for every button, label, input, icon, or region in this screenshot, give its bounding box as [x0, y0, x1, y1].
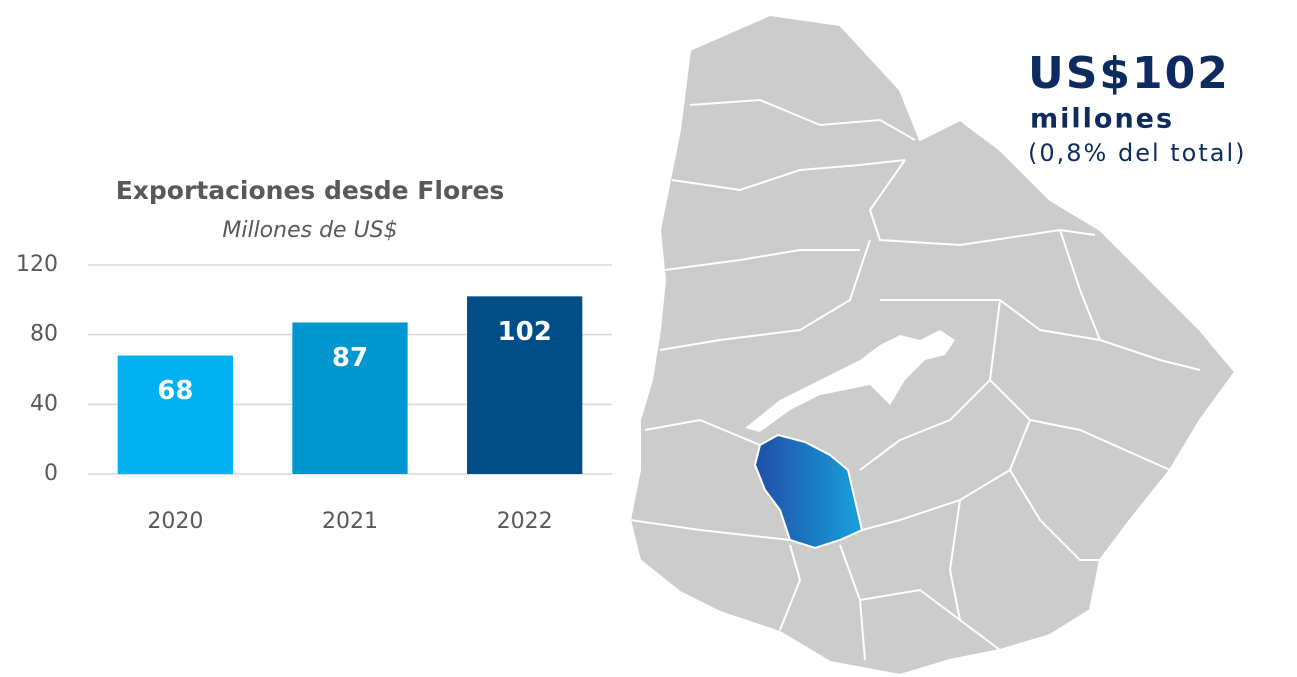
department-borders: [629, 98, 1201, 661]
bar: [117, 355, 233, 474]
map: [628, 13, 1237, 677]
lake: [745, 330, 955, 432]
bar: [292, 322, 408, 474]
chart-subtitle: Millones de US$: [222, 218, 397, 243]
y-tick-label: 80: [30, 322, 58, 347]
flores-department: [753, 433, 864, 550]
x-tick-label: 2021: [322, 509, 378, 534]
x-tick-label: 2022: [497, 509, 553, 534]
y-tick-label: 40: [30, 391, 58, 416]
callout-share: (0,8% del total): [1028, 139, 1247, 167]
y-tick-label: 0: [44, 461, 58, 486]
bar: [467, 296, 583, 474]
value-label: 87: [332, 343, 368, 373]
callout-amount: US$102: [1028, 48, 1230, 99]
value-label: 68: [157, 376, 193, 406]
value-label: 102: [498, 317, 552, 347]
callout-unit: millones: [1030, 104, 1174, 135]
y-tick-label: 120: [16, 252, 58, 277]
chart-title: Exportaciones desde Flores: [116, 176, 505, 205]
x-tick-label: 2020: [147, 509, 203, 534]
